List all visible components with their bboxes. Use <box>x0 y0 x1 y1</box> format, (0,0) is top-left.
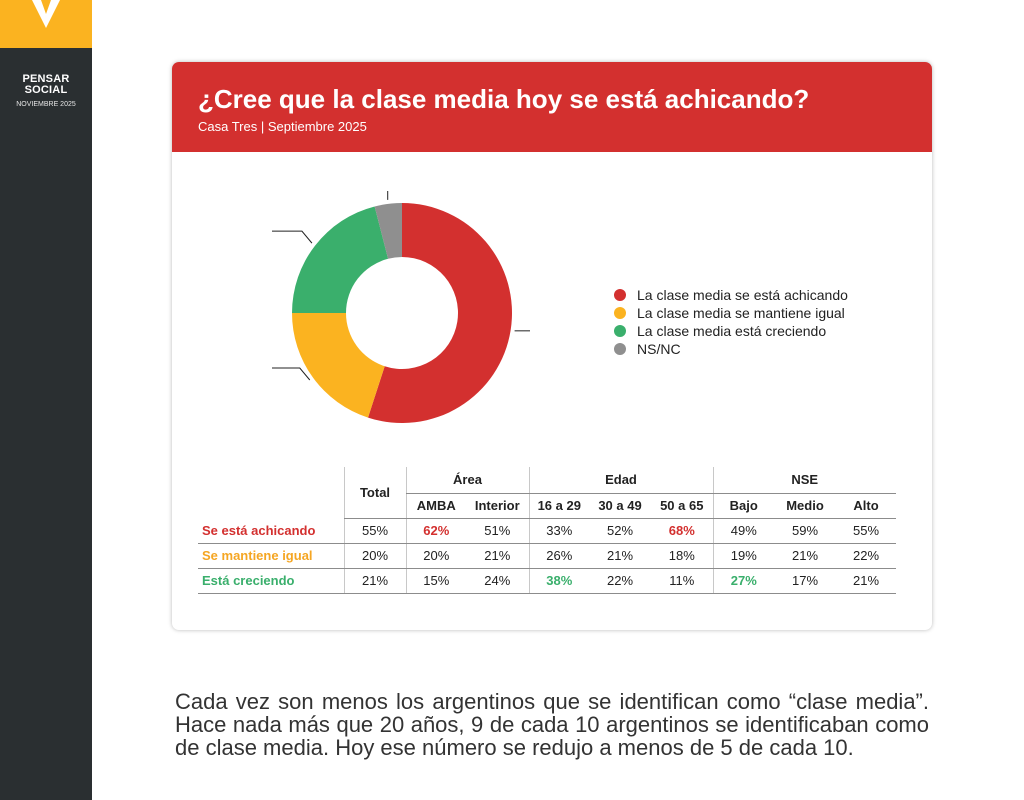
body-paragraph: Cada vez son menos los argentinos que se… <box>175 689 929 760</box>
legend-item-la-clase-media-se-esta-achicando: La clase media se está achicando <box>614 286 848 304</box>
table-group-header: Edad <box>528 467 713 494</box>
table-column-header: 16 a 29 <box>528 493 589 519</box>
table-column-header: AMBA <box>405 493 466 519</box>
leader-line-la-clase-media-esta-creciendo <box>272 230 313 244</box>
brand-name-line: SOCIAL <box>24 84 68 96</box>
table-row: Se está achicando 55% 62% 51% 33% 52% 68% 49% 59… <box>198 518 896 544</box>
logo-mark-icon <box>32 0 60 28</box>
brand-name-line: PENSAR <box>22 73 70 85</box>
legend-label: La clase media está creciendo <box>637 323 827 339</box>
table-column-header: Bajo <box>712 493 774 519</box>
table-column-header: 30 a 49 <box>589 493 651 519</box>
table-cell: 20% <box>405 543 466 569</box>
table-cell: 49% <box>712 518 774 544</box>
card-header: ¿Cree que la clase media hoy se está ach… <box>172 62 932 152</box>
table-cell: 22% <box>836 543 896 569</box>
table-group-header-row: Total Área Edad NSE <box>198 467 896 519</box>
leader-line-la-clase-media-se-mantiene-igual <box>272 367 311 381</box>
table-cell: 20% <box>343 543 406 569</box>
table-column-header: 50 a 65 <box>651 493 713 519</box>
donut-chart <box>272 191 530 423</box>
table-cell: 52% <box>589 518 651 544</box>
table-corner <box>198 467 344 519</box>
table-cell: 59% <box>774 518 836 544</box>
donut-slice-la-clase-media-se-mantiene-igual <box>292 313 385 418</box>
table-cell: 27% <box>712 568 774 594</box>
donut-slice-la-clase-media-esta-creciendo <box>292 206 389 313</box>
table-body: Se está achicando 55% 62% 51% 33% 52% 68% 49% 59… <box>198 518 896 594</box>
chart-card: ¿Cree que la clase media hoy se está ach… <box>172 62 932 630</box>
table-cell: 55% <box>343 518 406 544</box>
table-cell: 19% <box>712 543 774 569</box>
table-column-header: Alto <box>836 493 896 519</box>
table-cell: 55% <box>836 518 896 544</box>
table-cell: 38% <box>528 568 589 594</box>
chart-subtitle: Casa Tres | Septiembre 2025 <box>198 119 367 134</box>
brand-name: PENSAR SOCIAL <box>0 74 92 96</box>
brand-logo <box>0 0 92 48</box>
table-row: Está creciendo 21% 15% 24% 38% 22% 11% 27% 17% 21… <box>198 568 896 594</box>
table-header-total: Total <box>343 467 406 519</box>
table-cell: 62% <box>405 518 466 544</box>
leader-line-ns-nc <box>387 191 389 200</box>
table-cell: 33% <box>528 518 589 544</box>
table-cell: 21% <box>343 568 406 594</box>
table-row: Se mantiene igual 20% 20% 21% 26% 21% 18% 19% 21… <box>198 543 896 569</box>
table-cell: 21% <box>466 543 529 569</box>
table-column-header: Interior <box>466 493 529 519</box>
legend-item-la-clase-media-se-mantiene-igual: La clase media se mantiene igual <box>614 304 848 322</box>
brand: PENSAR SOCIAL NOVIEMBRE 2025 <box>0 74 92 109</box>
legend-swatch <box>614 325 626 337</box>
table-cell: 17% <box>774 568 836 594</box>
legend-label: La clase media se mantiene igual <box>637 305 845 321</box>
donut-slice-la-clase-media-se-esta-achicando <box>368 203 513 423</box>
table-cell: 51% <box>466 518 529 544</box>
legend-swatch <box>614 343 626 355</box>
table-cell: 21% <box>836 568 896 594</box>
table-group-header: Área <box>405 467 529 494</box>
chart-legend: La clase media se está achicando La clase… <box>614 286 848 358</box>
table-cell: 68% <box>651 518 713 544</box>
table-cell: 21% <box>774 543 836 569</box>
brand-date: NOVIEMBRE 2025 <box>16 101 76 108</box>
table-row-label: Está creciendo <box>198 568 344 594</box>
table-subheader-row: AMBA Interior 16 a 29 30 a 49 50 a 65 Bajo Med… <box>198 493 896 519</box>
chart-title: ¿Cree que la clase media hoy se está ach… <box>198 84 810 114</box>
table-cell: 22% <box>589 568 651 594</box>
table-cell: 24% <box>466 568 529 594</box>
table-group-header: NSE <box>712 467 896 494</box>
table-column-header: Medio <box>774 493 836 519</box>
legend-item-la-clase-media-esta-creciendo: La clase media está creciendo <box>614 322 848 340</box>
sidebar: PENSAR SOCIAL NOVIEMBRE 2025 <box>0 0 92 800</box>
table-cell: 15% <box>405 568 466 594</box>
legend-label: La clase media se está achicando <box>637 287 848 303</box>
donut-slice-ns-nc <box>374 203 402 259</box>
table-row-label: Se está achicando <box>198 518 344 544</box>
crosstab-table: Total Área Edad NSE AMBA Interior 16 a 29 30 … <box>198 467 896 594</box>
table-cell: 18% <box>651 543 713 569</box>
legend-item-ns-nc: NS/NC <box>614 340 848 358</box>
table-cell: 21% <box>589 543 651 569</box>
legend-swatch <box>614 289 626 301</box>
table-cell: 26% <box>528 543 589 569</box>
legend-swatch <box>614 307 626 319</box>
table-cell: 11% <box>651 568 713 594</box>
legend-label: NS/NC <box>637 341 681 357</box>
table-row-label: Se mantiene igual <box>198 543 344 569</box>
